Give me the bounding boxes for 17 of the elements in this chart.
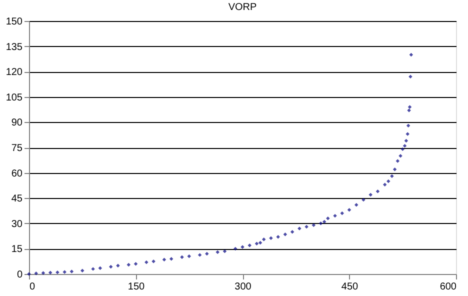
y-tick-label: 120 — [6, 67, 23, 78]
x-tick-label: 150 — [128, 282, 146, 292]
x-tick-label: 300 — [234, 282, 252, 292]
x-tick-label: 600 — [440, 282, 457, 292]
y-tick-label: 150 — [6, 16, 23, 28]
x-tick-label: 450 — [341, 282, 359, 292]
y-tick-label: 45 — [11, 194, 23, 205]
x-tick-label: 0 — [30, 282, 36, 292]
y-tick-label: 75 — [11, 143, 23, 154]
y-tick-label: 135 — [6, 42, 23, 53]
chart-title: VORP — [228, 2, 257, 13]
y-tick-label: 90 — [11, 118, 23, 129]
y-tick-label: 0 — [16, 270, 23, 280]
y-tick-label: 15 — [11, 244, 23, 256]
y-tick-label: 30 — [11, 218, 23, 230]
y-tick-label: 60 — [11, 168, 23, 180]
y-tick-label: 105 — [6, 92, 23, 104]
